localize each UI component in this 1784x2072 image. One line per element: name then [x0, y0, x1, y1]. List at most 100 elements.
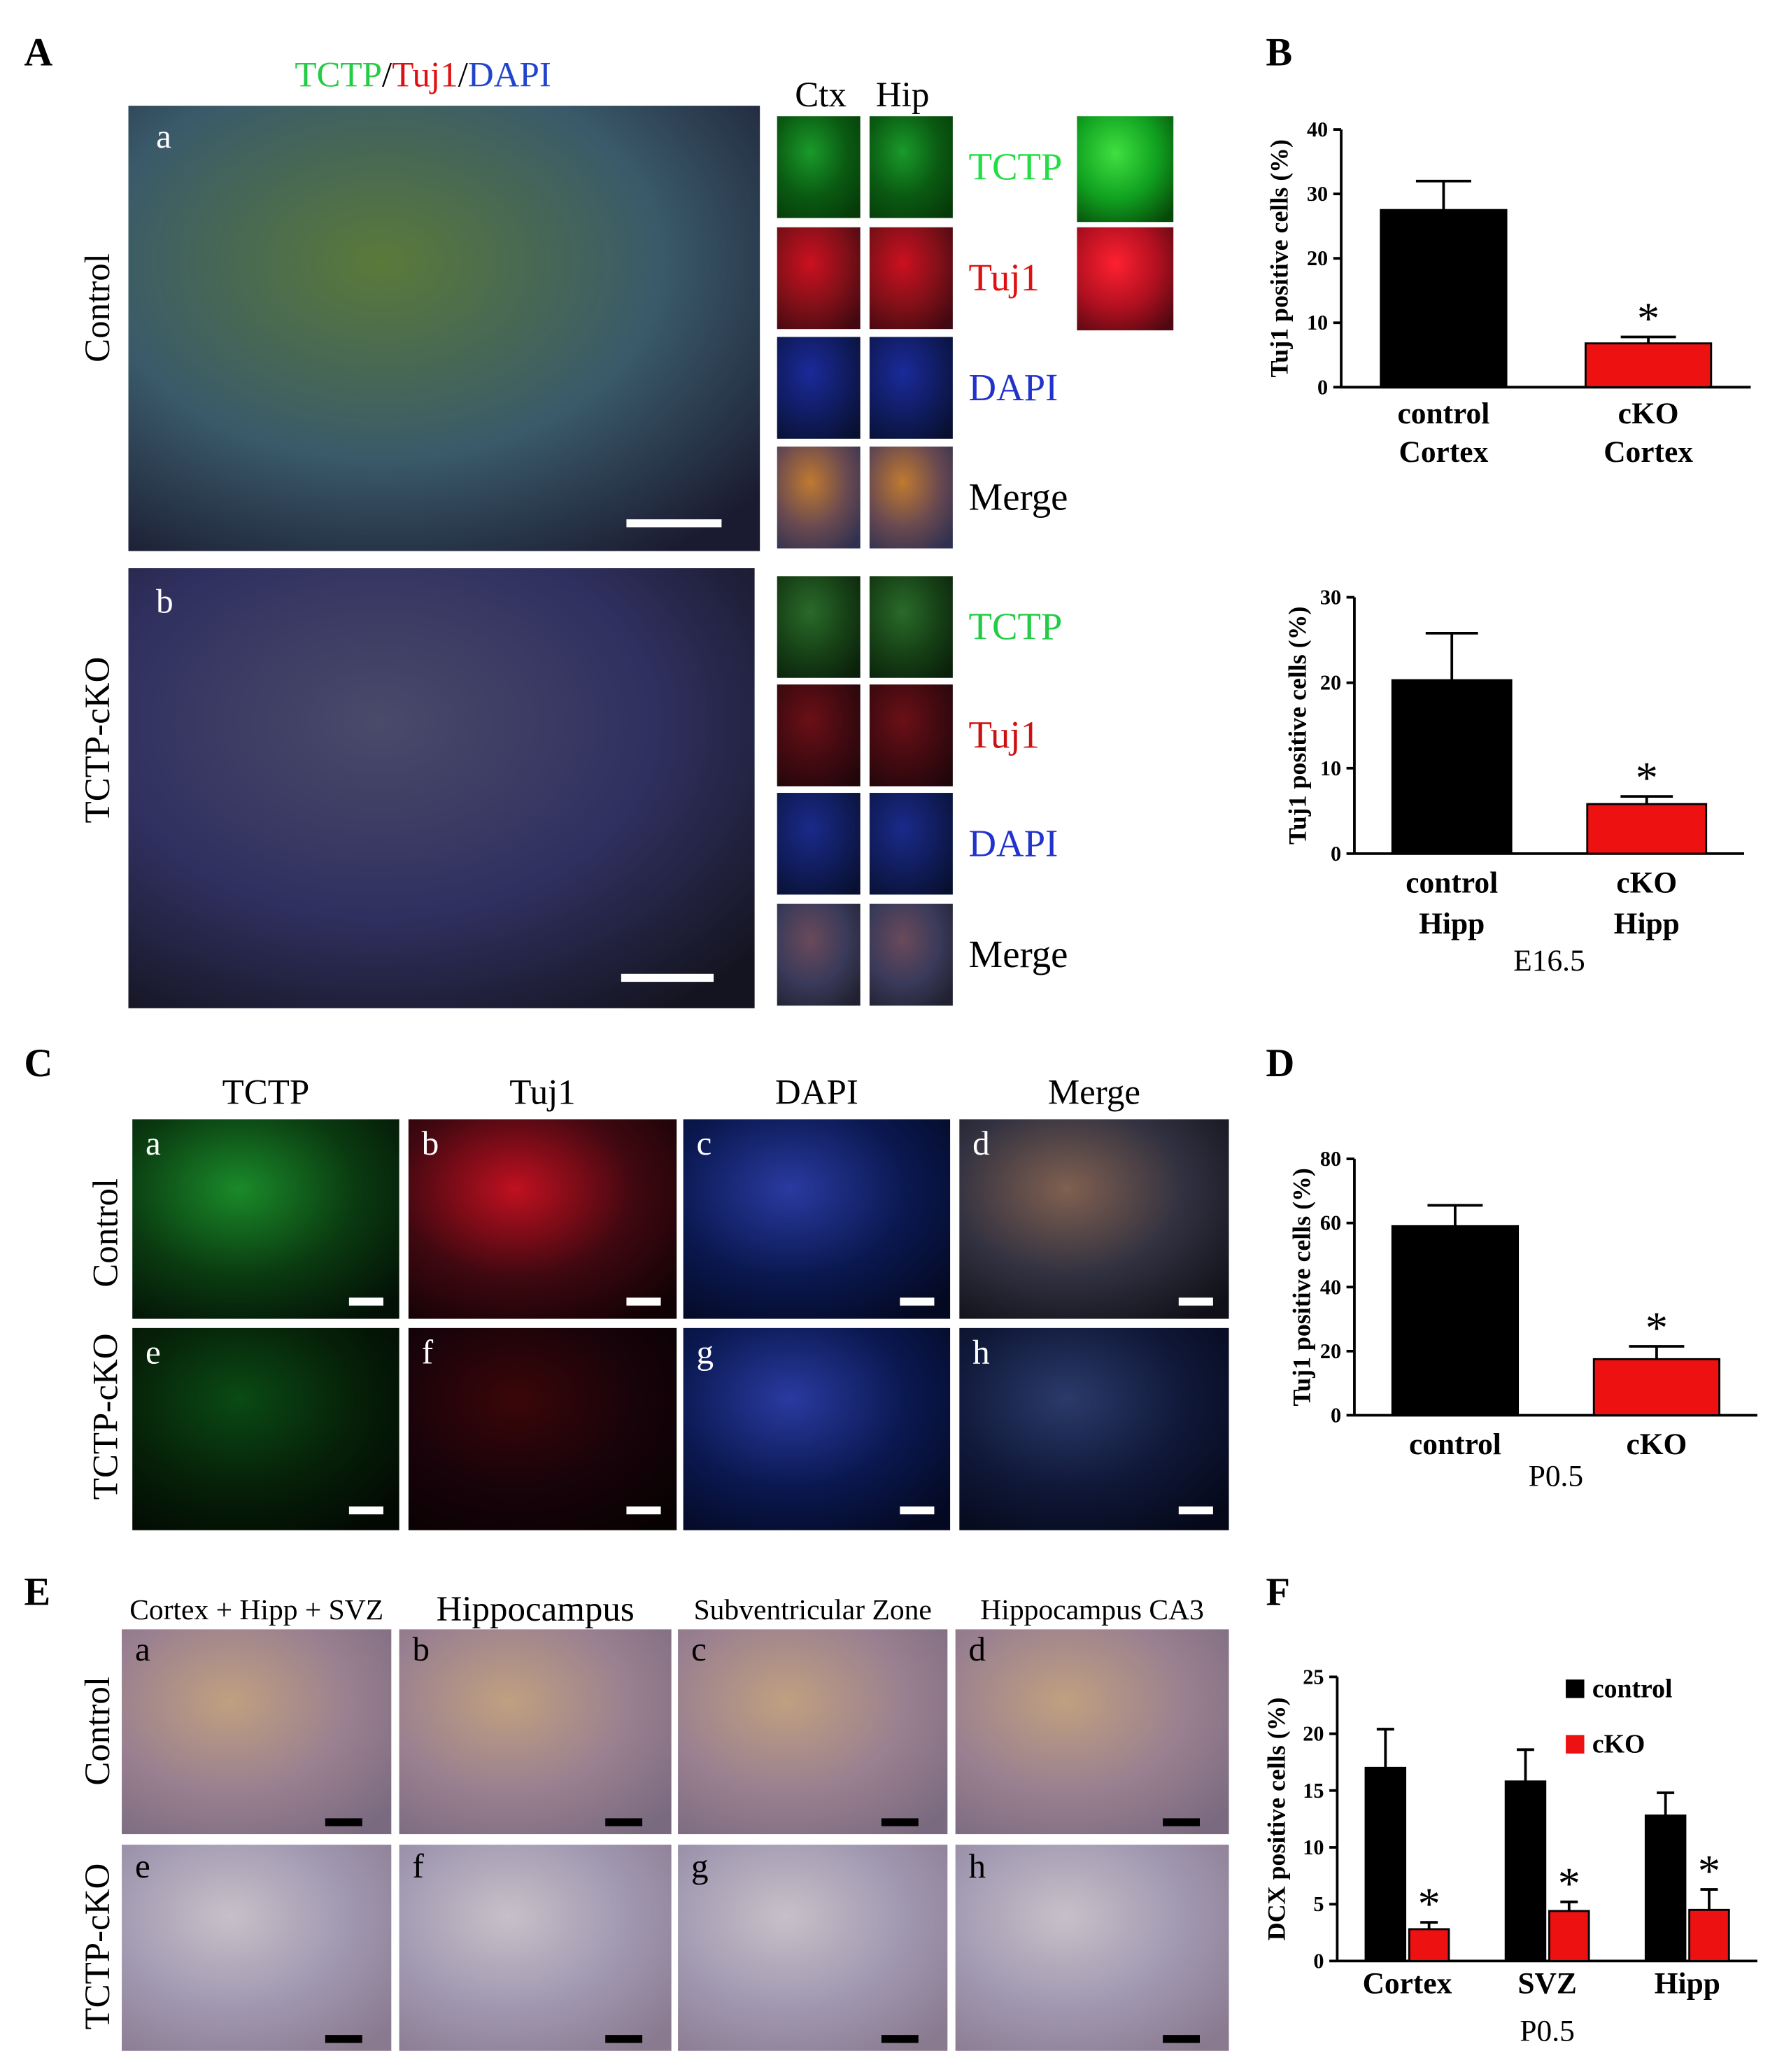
- x-tick-label: cKO: [1626, 1428, 1687, 1461]
- row-label: TCTP-cKO: [78, 657, 118, 824]
- brain-section: [128, 106, 760, 551]
- inset: [777, 227, 861, 330]
- y-axis-label: Tuj1 positive cells (%): [1284, 607, 1312, 845]
- row-label: TCTP-cKO: [86, 1333, 125, 1500]
- y-axis-label: Tuj1 positive cells (%): [1287, 1168, 1315, 1406]
- x-axis-label: P0.5: [1520, 2014, 1574, 2048]
- y-tick-label: 10: [1307, 311, 1328, 334]
- tile-letter: b: [156, 582, 174, 621]
- y-axis-label: DCX positive cells (%): [1263, 1698, 1291, 1941]
- inset: [777, 337, 861, 439]
- scale-bar: [1178, 1506, 1213, 1515]
- x-axis-label: E16.5: [1513, 944, 1585, 978]
- x-tick-label: Hipp: [1614, 907, 1680, 940]
- scale-bar: [348, 1297, 383, 1306]
- y-tick-label: 10: [1303, 1835, 1324, 1859]
- y-tick-label: 30: [1320, 586, 1341, 609]
- ihc-section: [955, 1629, 1229, 1835]
- ihc-section: [399, 1845, 672, 2051]
- bar: [1688, 1908, 1730, 1962]
- inset: [869, 337, 953, 439]
- micrograph: [132, 1327, 399, 1530]
- scale-bar: [626, 1506, 661, 1515]
- legend-swatch: [1566, 1735, 1585, 1754]
- scale-bar: [621, 973, 714, 982]
- scale-bar: [1178, 1297, 1213, 1306]
- tile-letter: c: [691, 1630, 707, 1668]
- x-tick-label: Hipp: [1419, 907, 1485, 940]
- tile-letter: f: [413, 1847, 425, 1885]
- x-tick-label: cKO: [1618, 397, 1679, 430]
- title-part: /: [382, 56, 392, 95]
- y-tick-label: 0: [1317, 375, 1328, 399]
- channel-label: Merge: [969, 476, 1068, 519]
- x-tick-label: control: [1397, 397, 1489, 430]
- inset: [777, 446, 861, 549]
- legend-label: cKO: [1592, 1730, 1645, 1759]
- micrograph: [959, 1327, 1229, 1530]
- scale-bar: [1163, 1818, 1200, 1826]
- ihc-section: [678, 1845, 948, 2051]
- inset: [777, 793, 861, 895]
- x-tick-label: control: [1406, 866, 1498, 899]
- y-tick-label: 25: [1303, 1665, 1324, 1689]
- bar: [1380, 209, 1508, 388]
- micrograph: [683, 1327, 951, 1530]
- channel-label: TCTP: [969, 605, 1063, 648]
- row-label: Control: [78, 253, 118, 362]
- scale-bar: [325, 1818, 362, 1826]
- panel-label: A: [24, 31, 52, 75]
- tile-letter: c: [697, 1124, 712, 1162]
- panel-label: E: [24, 1571, 50, 1614]
- x-tick-label: control: [1409, 1428, 1501, 1461]
- scale-bar: [900, 1297, 935, 1306]
- ihc-section: [955, 1845, 1229, 2051]
- inset: [869, 116, 953, 218]
- legend-swatch: [1566, 1679, 1585, 1698]
- tile-letter: e: [135, 1847, 150, 1885]
- scale-bar: [881, 1818, 919, 1826]
- y-tick-label: 80: [1320, 1147, 1341, 1171]
- panel-label: C: [24, 1042, 52, 1085]
- x-tick-label: Cortex: [1399, 435, 1489, 469]
- y-tick-label: 20: [1320, 1339, 1341, 1363]
- tile-letter: g: [691, 1847, 709, 1885]
- inset: [777, 684, 861, 787]
- x-tick-label: cKO: [1616, 866, 1677, 899]
- channel-label: DAPI: [969, 366, 1059, 409]
- y-tick-label: 10: [1320, 756, 1341, 780]
- y-tick-label: 0: [1313, 1949, 1324, 1973]
- y-tick-label: 20: [1320, 671, 1341, 695]
- column-label: Cortex + Hipp + SVZ: [129, 1593, 383, 1626]
- significance: *: [1558, 1859, 1580, 1908]
- panel-a-title: TCTP/Tuj1/DAPI: [295, 56, 551, 95]
- ihc-section: [122, 1629, 392, 1835]
- column-label: Hippocampus CA3: [980, 1593, 1204, 1626]
- x-tick-label: Hipp: [1655, 1966, 1720, 2000]
- column-label: Merge: [1048, 1073, 1140, 1113]
- zoom-inset: [1077, 116, 1174, 223]
- tile-letter: h: [972, 1332, 990, 1371]
- channel-label: Tuj1: [969, 713, 1040, 756]
- tile-letter: a: [146, 1124, 161, 1162]
- inset: [869, 793, 953, 895]
- y-tick-label: 40: [1307, 118, 1328, 141]
- bar: [1504, 1780, 1547, 1962]
- title-part: /: [458, 56, 469, 95]
- scale-bar: [325, 2035, 362, 2043]
- micrograph: [408, 1119, 677, 1319]
- significance: *: [1698, 1846, 1720, 1896]
- panel-label: F: [1266, 1571, 1290, 1614]
- column-label: Tuj1: [509, 1073, 575, 1113]
- bar: [1592, 1358, 1721, 1416]
- x-tick-label: SVZ: [1517, 1966, 1576, 2000]
- scale-bar: [626, 1297, 661, 1306]
- y-tick-label: 15: [1303, 1779, 1324, 1803]
- y-tick-label: 30: [1307, 182, 1328, 206]
- y-tick-label: 0: [1331, 1403, 1341, 1427]
- ihc-section: [122, 1845, 392, 2051]
- scale-bar: [881, 2035, 919, 2043]
- tile-letter: a: [156, 117, 171, 155]
- panel-label: D: [1266, 1042, 1294, 1085]
